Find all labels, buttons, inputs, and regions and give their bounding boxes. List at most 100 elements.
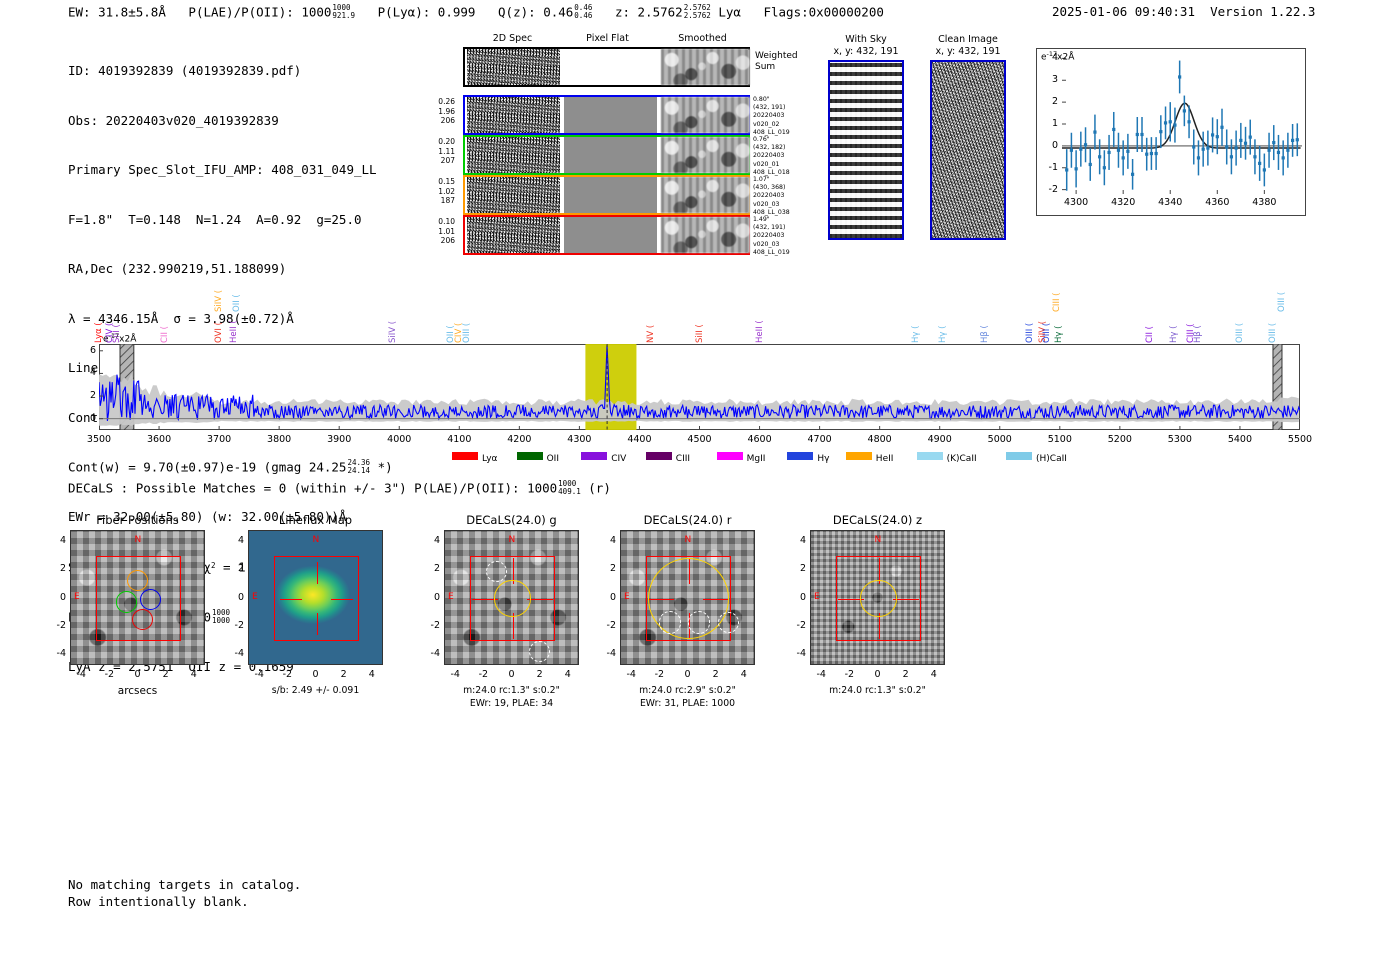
cutout-ytick: -4	[430, 647, 440, 659]
spectrum-line-label: OVI (	[214, 322, 225, 343]
legend-swatch	[845, 452, 872, 460]
info-obs: Obs: 20220403v020_4019392839	[68, 112, 279, 128]
twod-row	[463, 95, 750, 135]
crosshair-right	[330, 598, 354, 600]
legend-label: OII	[546, 454, 559, 464]
cutout-ytick: -4	[796, 647, 806, 659]
decals-summary-text: DECaLS : Possible Matches = 0 (within +/…	[68, 480, 558, 496]
decals-summary: DECaLS : Possible Matches = 0 (within +/…	[68, 480, 611, 495]
cutout-xtick: 2	[902, 669, 909, 680]
crosshair-left	[279, 598, 303, 600]
twod-row-right-label: 0.76" (432, 182) 20220403 v020_01 408_LL_018	[753, 136, 790, 176]
fiber-circle	[127, 570, 149, 592]
line-fit-canvas	[1062, 57, 1302, 194]
info-cont-wide: Cont(w) = 9.70(±0.97)e-19 (gmag 24.25 24.…	[68, 458, 393, 475]
info-wavelength: λ = 4346.15Å σ = 3.98(±0.72)Å	[68, 310, 294, 326]
line-fit-ytick: 3	[1051, 74, 1058, 86]
plae-value: 1000	[301, 4, 332, 20]
crosshair-bottom	[878, 612, 880, 640]
line-fit-ytick: -1	[1048, 161, 1058, 173]
spectrum-xtick: 4100	[447, 434, 472, 445]
cutout-xtick: 2	[536, 669, 543, 680]
cutout-ytick: 0	[59, 591, 66, 603]
twod-row-left-label: 0.20 1.11 207	[438, 137, 455, 166]
cutout-ytick: -2	[430, 619, 440, 631]
spectrum-line-label: OIII (	[1024, 322, 1035, 343]
north-label: N	[874, 535, 882, 545]
cutout-xtick: -4	[76, 669, 86, 680]
legend-label: Lyα	[482, 454, 498, 464]
twod-row-right-label: 1.07" (430, 368) 20220403 v020_03 408_LL_038	[753, 176, 790, 216]
cutout-ytick: -2	[234, 619, 244, 631]
spectrum-line-label: NV (	[646, 324, 657, 343]
clean-image-title: Clean Image x, y: 432, 191	[935, 34, 1001, 57]
twod-row-weighted-sum	[463, 47, 750, 87]
z-label: z:	[614, 4, 630, 20]
twod-row-2dspec-image	[467, 217, 560, 253]
twod-row-right-label: 1.49" (432, 191) 20220403 v020_03 408_LL_019	[753, 216, 790, 256]
cutout-title: DECaLS(24.0) r	[643, 513, 732, 527]
cutout-ytick: 0	[433, 591, 440, 603]
legend-swatch	[516, 452, 543, 460]
legend-label: HeII	[875, 454, 894, 464]
twod-row-smoothed-image	[661, 137, 750, 173]
line-fit-ytick: 4	[1051, 52, 1058, 64]
north-label: N	[312, 535, 320, 545]
plya-value: 0.999	[437, 4, 476, 20]
legend-swatch	[581, 452, 608, 460]
aperture-box	[470, 556, 555, 641]
cutout-ytick: 2	[609, 563, 616, 575]
legend-label: CIII	[675, 454, 691, 464]
spectrum-xtick: 3600	[146, 434, 172, 445]
decals-summary-tail: (r)	[588, 480, 611, 496]
legend-item: Lyα	[452, 446, 497, 464]
legend-swatch	[645, 452, 672, 460]
east-label: E	[624, 591, 630, 602]
aperture-box	[274, 556, 359, 641]
cutout-xtick: 4	[740, 669, 747, 680]
spectrum-line-label: SiIV (	[214, 289, 225, 312]
cutout-caption: m:24.0 rc:2.9" s:0.2"	[639, 685, 736, 696]
legend-label: (H)CaII	[1036, 454, 1067, 464]
weighted-sum-label: Weighted Sum	[755, 51, 798, 72]
timestamp-version: 2025-01-06 09:40:31 Version 1.22.3	[1052, 4, 1315, 19]
twod-row-right-label: 0.80" (432, 191) 20220403 v020_02 408_LL_019	[753, 96, 790, 136]
info-ewr: EWr = 32.00(±5.80) (w: 32.00(±5.80))Å	[68, 508, 347, 524]
spectrum-line-label: OII (	[232, 294, 243, 312]
z-line-name: Lyα	[718, 4, 741, 20]
twod-row-smoothed-image	[661, 177, 750, 213]
cutout-xtick: -4	[626, 669, 636, 680]
spectrum-line-label: CIII (	[1051, 292, 1062, 312]
legend-swatch	[452, 452, 478, 460]
twod-row-pixelflat-image	[564, 97, 657, 133]
decals-plae-range: 1000 409.1	[558, 479, 581, 496]
spectrum-xtick: 5500	[1287, 434, 1313, 445]
clean-image-image	[930, 60, 1006, 240]
spectrum-xtick: 4900	[927, 434, 952, 445]
qz-value: 0.46	[543, 4, 574, 20]
spectrum-xtick: 5100	[1047, 434, 1072, 445]
with-sky-image	[828, 60, 904, 240]
spectrum-line-label: Hβ (	[1192, 325, 1203, 343]
twod-row	[463, 175, 750, 215]
fiber-circle	[132, 609, 154, 631]
crosshair-bottom	[316, 612, 318, 636]
spectrum-xtick: 4400	[627, 434, 652, 445]
spectrum-xtick: 4000	[387, 434, 412, 445]
legend-label: Hγ	[817, 454, 830, 464]
crosshair-bottom	[512, 612, 514, 640]
twod-row-pixelflat-image	[564, 217, 657, 253]
spectrum-line-label: Hγ (	[937, 325, 948, 343]
spectrum-xtick: 3800	[267, 434, 292, 445]
legend-item: MgII	[716, 446, 765, 464]
cutout-xtick: -4	[816, 669, 826, 680]
cutout-xtick: 2	[162, 669, 169, 680]
line-fit-flux-annotation: e-17x2Å	[1041, 50, 1075, 63]
spectrum-canvas	[99, 344, 1300, 430]
aperture-box	[96, 556, 181, 641]
